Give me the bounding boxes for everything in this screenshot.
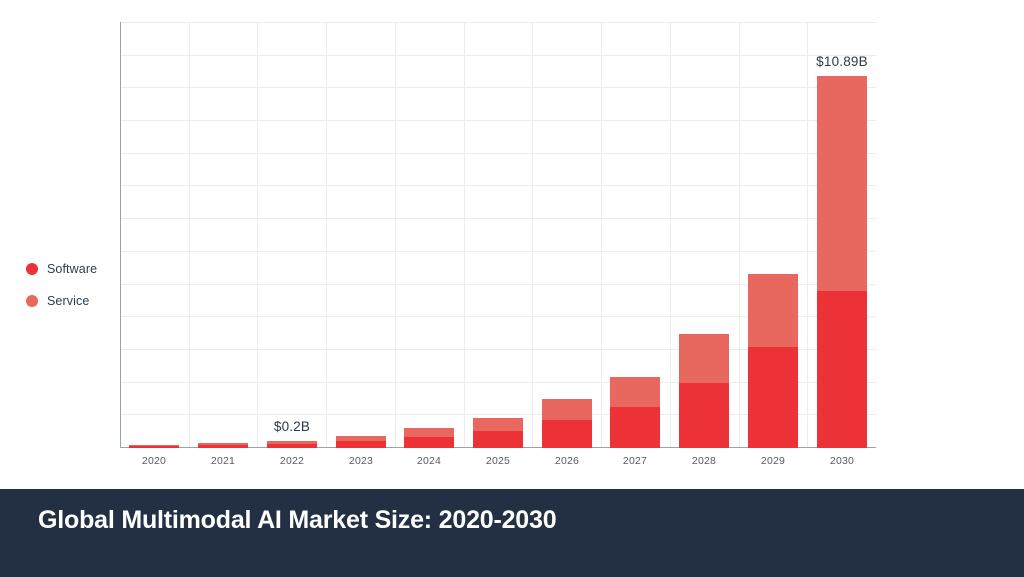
bar-segment-software[interactable] [748,347,798,448]
bar-segment-service[interactable] [404,428,454,438]
bar-group[interactable] [129,444,179,448]
bar-segment-service[interactable] [817,76,867,291]
gridline-vertical [739,22,740,448]
bar-segment-service[interactable] [748,273,798,348]
gridline-horizontal [120,382,876,383]
gridline-horizontal [120,55,876,56]
bar-group[interactable]: $10.89B [816,54,868,448]
bar-stack [817,76,867,448]
gridline-vertical [670,22,671,448]
legend-item-service[interactable]: Service [26,294,97,308]
bar-group[interactable]: $0.2B [267,419,317,448]
gridline-vertical [807,22,808,448]
gridline-vertical [189,22,190,448]
bar-segment-software[interactable] [198,444,248,448]
bar-series-container: $0.2B $10.89B [120,22,876,448]
gridline-horizontal [120,414,876,415]
chart-legend: Software Service [26,262,97,308]
bar-group[interactable] [336,436,386,448]
x-tick-2024: 2024 [416,455,442,467]
gridline-vertical [395,22,396,448]
bar-segment-service[interactable] [129,444,179,446]
bar-group[interactable] [679,333,729,448]
footer-banner: Global Multimodal AI Market Size: 2020-2… [0,489,1024,577]
x-axis-tick-labels: 2020 2021 2022 2023 2024 2025 2026 2027 2028 2029… [120,455,876,475]
legend-label-software: Software [47,262,98,276]
gridline-horizontal [120,22,876,23]
bar-segment-service[interactable] [198,443,248,445]
bar-segment-service[interactable] [542,398,592,421]
gridline-horizontal [120,251,876,252]
bar-segment-service[interactable] [473,417,523,431]
gridline-horizontal [120,284,876,285]
bar-stack [404,428,454,448]
gridline-vertical [532,22,533,448]
bar-segment-software[interactable] [404,437,454,448]
bar-stack [748,273,798,448]
bar-stack [129,444,179,448]
chart-region: Software Service $0.2B $10.89B 2020 2021 20… [26,22,876,475]
bar-segment-software[interactable] [542,420,592,448]
gridline-horizontal [120,218,876,219]
bar-group[interactable] [473,417,523,448]
x-tick-2028: 2028 [691,455,717,467]
gridline-vertical [464,22,465,448]
bar-group[interactable] [542,398,592,448]
x-tick-2025: 2025 [485,455,511,467]
bar-segment-service[interactable] [610,377,660,408]
x-tick-2030: 2030 [829,455,855,467]
x-tick-2026: 2026 [554,455,580,467]
legend-swatch-software [26,263,38,275]
y-axis-line [120,22,121,448]
bar-segment-software[interactable] [267,443,317,448]
bar-segment-software[interactable] [679,383,729,448]
gridline-horizontal [120,87,876,88]
bar-segment-software[interactable] [129,445,179,448]
bar-segment-service[interactable] [267,441,317,444]
x-tick-2027: 2027 [622,455,648,467]
chart-title: Global Multimodal AI Market Size: 2020-2… [38,506,557,534]
gridline-vertical [326,22,327,448]
gridline-horizontal [120,153,876,154]
legend-item-software[interactable]: Software [26,262,97,276]
bar-stack [679,333,729,448]
bar-segment-software[interactable] [817,290,867,448]
bar-value-label: $10.89B [816,54,868,70]
x-tick-2021: 2021 [210,455,236,467]
bar-group[interactable] [198,443,248,448]
x-tick-2029: 2029 [760,455,786,467]
bar-segment-software[interactable] [336,440,386,448]
bar-stack [198,443,248,448]
gridline-horizontal [120,316,876,317]
bar-segment-software[interactable] [473,430,523,448]
bar-stack [473,417,523,448]
legend-label-service: Service [47,294,90,308]
bar-value-label: $0.2B [273,419,311,435]
bar-stack [336,436,386,448]
x-tick-2020: 2020 [141,455,167,467]
gridline-vertical [601,22,602,448]
bar-group[interactable] [404,428,454,448]
gridline-horizontal [120,349,876,350]
bar-stack [542,398,592,448]
legend-swatch-service [26,295,38,307]
x-tick-2023: 2023 [348,455,374,467]
gridline-horizontal [120,120,876,121]
bar-group[interactable] [748,273,798,448]
gridline-horizontal [120,185,876,186]
bar-segment-service[interactable] [336,436,386,441]
bar-group[interactable] [610,377,660,448]
plot-area: $0.2B $10.89B [120,22,876,448]
x-tick-2022: 2022 [279,455,305,467]
bar-stack [610,377,660,448]
gridline-vertical [257,22,258,448]
bar-segment-service[interactable] [679,333,729,384]
bar-stack [267,441,317,448]
bar-segment-software[interactable] [610,407,660,448]
